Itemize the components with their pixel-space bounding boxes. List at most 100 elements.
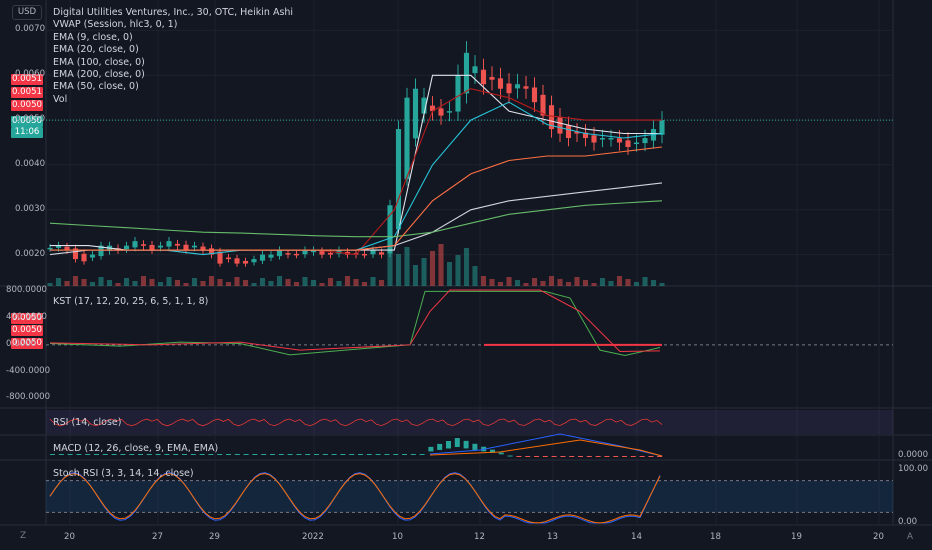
volume-bar	[472, 266, 478, 286]
x-tick-label: 13	[547, 532, 558, 542]
macd-histogram-bar	[199, 454, 205, 455]
price-tick-label: 0.0040	[15, 158, 46, 169]
macd-histogram-bar	[586, 456, 592, 457]
zoom-button[interactable]: Z	[20, 531, 27, 541]
volume-bar	[659, 283, 665, 286]
macd-histogram-bar	[120, 454, 126, 455]
auto-scale-button[interactable]: A	[906, 532, 914, 542]
x-tick-label: 27	[152, 532, 163, 542]
candle	[463, 52, 470, 94]
stoch-pane-title[interactable]: Stoch RSI (3, 3, 14, 14, close)	[53, 468, 194, 479]
kst-tick-label: -400.0000	[6, 365, 51, 376]
volume-bar	[582, 280, 589, 286]
chart-title[interactable]: Digital Utilities Ventures, Inc., 30, OT…	[53, 7, 294, 18]
macd-histogram-bar	[657, 456, 663, 457]
legend-ema-50[interactable]: EMA (50, close, 0)	[53, 81, 139, 93]
x-tick-label: 29	[209, 532, 220, 542]
volume-bar	[336, 281, 342, 286]
kst-signal-line	[49, 289, 661, 353]
macd-histogram-bar	[384, 454, 390, 455]
candle	[166, 241, 172, 247]
macd-histogram-bar	[155, 454, 161, 455]
volume-bar	[540, 281, 546, 286]
candle	[438, 108, 444, 116]
legend-vol[interactable]: Vol	[53, 93, 68, 105]
volume-bar	[531, 278, 538, 286]
candle	[599, 138, 606, 140]
volume-bar	[591, 283, 597, 286]
volume-bar	[497, 282, 504, 286]
macd-histogram-bar	[534, 456, 539, 457]
legend-ema-9[interactable]: EMA (9, close, 0)	[53, 31, 133, 43]
price-tick-label: 0.0070	[15, 24, 46, 35]
volume-bar	[557, 279, 563, 286]
candle	[259, 254, 266, 261]
macd-histogram-bar	[525, 456, 531, 457]
candle	[659, 120, 665, 135]
candle	[64, 246, 70, 251]
legend-vwap[interactable]: VWAP (Session, hlc3, 0, 1)	[53, 19, 178, 31]
macd-histogram-bar	[146, 454, 152, 455]
candle	[531, 87, 538, 103]
volume-bar	[370, 277, 376, 286]
candle	[404, 97, 410, 180]
volume-bar	[404, 247, 410, 286]
stoch-tick-label: 0.00	[898, 517, 918, 527]
volume-bar	[489, 279, 495, 286]
legend-ema-200[interactable]: EMA (200, close, 0)	[53, 68, 145, 80]
currency-button[interactable]: USD	[12, 5, 42, 20]
candle	[633, 142, 640, 145]
x-tick-label: 20	[64, 532, 75, 542]
price-tick-label: 0.0060	[15, 69, 46, 80]
candle	[472, 66, 478, 74]
candle	[378, 252, 385, 255]
macd-histogram-bar	[366, 454, 372, 455]
candle	[89, 254, 96, 258]
volume-bar	[438, 244, 444, 286]
volume-bar	[319, 283, 325, 286]
macd-histogram-bar	[208, 454, 214, 455]
stoch-tick-label: 100.00	[898, 464, 929, 474]
candle	[81, 253, 87, 262]
volume-bar	[115, 283, 121, 286]
series-line-ema-50	[50, 146, 663, 251]
candle	[242, 260, 249, 264]
volume-bar	[395, 254, 402, 286]
candle	[183, 244, 189, 251]
kst-pane-title[interactable]: KST (17, 12, 20, 25, 6, 5, 1, 1, 8)	[53, 296, 209, 307]
candle	[412, 88, 419, 139]
stoch-band	[46, 480, 893, 513]
candle	[446, 111, 453, 113]
macd-histogram-bar	[578, 456, 583, 457]
candle	[574, 131, 580, 134]
legend-ema-20[interactable]: EMA (20, close, 0)	[53, 44, 139, 56]
volume-bar	[480, 276, 487, 286]
price-tick-label: 0.0020	[15, 248, 46, 259]
rsi-pane-title[interactable]: RSI (14, close)	[53, 417, 122, 428]
candle	[455, 75, 461, 112]
macd-histogram-bar	[472, 443, 478, 450]
candle	[200, 246, 206, 251]
candle	[276, 250, 283, 257]
candle	[336, 250, 342, 254]
macd-histogram-bar	[622, 456, 627, 457]
macd-histogram-bar	[375, 454, 381, 455]
macd-pane-title[interactable]: MACD (12, 26, close, 9, EMA, EMA)	[53, 443, 219, 454]
macd-histogram-bar	[630, 456, 636, 457]
candle	[132, 241, 138, 248]
candle	[47, 247, 53, 250]
macd-histogram-bar	[67, 454, 73, 455]
series-line-ema-9	[50, 88, 662, 256]
candle	[523, 86, 529, 89]
volume-bar	[208, 276, 215, 286]
macd-histogram-bar	[340, 454, 346, 455]
legend-ema-100[interactable]: EMA (100, close, 0)	[53, 56, 145, 68]
volume-bar	[89, 282, 96, 286]
macd-histogram-bar	[173, 454, 179, 455]
chart-legend: Digital Utilities Ventures, Inc., 30, OT…	[53, 7, 293, 106]
kst-tick-label: 800.0000	[6, 285, 48, 296]
price-tag-ema-3: 0.0050	[11, 100, 43, 111]
macd-histogram-bar	[331, 454, 337, 455]
macd-histogram-bar	[542, 456, 548, 457]
